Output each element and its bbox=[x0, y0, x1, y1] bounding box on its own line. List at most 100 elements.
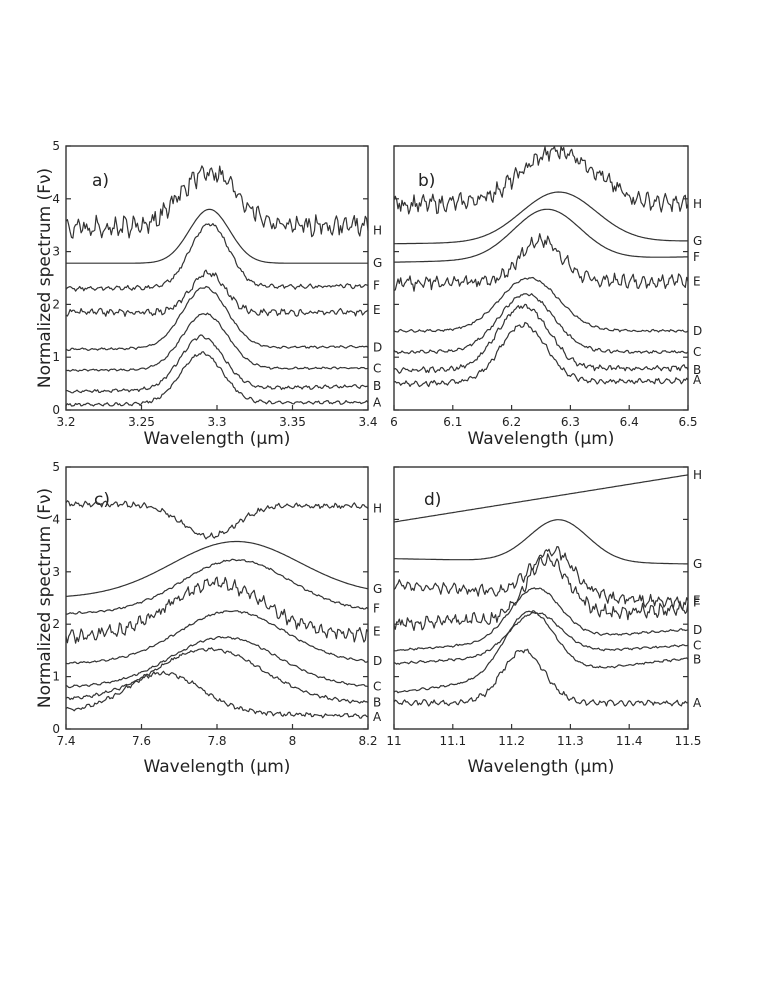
panel-d-curve-label-C: C bbox=[693, 638, 701, 652]
panel-d: d) Wavelength (μm) 11 11.1 11.2 11.3 11.4 11.… bbox=[386, 466, 702, 777]
panel-c-ytick-label: 5 bbox=[52, 460, 60, 474]
panel-d-spectrum-H bbox=[393, 474, 689, 523]
panel-c-spectrum-A bbox=[65, 670, 369, 719]
panel-c-xtick-label: 7.8 bbox=[207, 734, 226, 748]
panel-c-spectrum-C bbox=[65, 636, 369, 689]
panel-c-spectrum-B bbox=[65, 647, 369, 704]
panel-a-ytick-label: 4 bbox=[52, 192, 60, 206]
panel-d-curve-label-D: D bbox=[693, 623, 702, 637]
panel-b-spectrum-C bbox=[393, 293, 689, 355]
panel-a-xlabel: Wavelength (μm) bbox=[144, 429, 291, 449]
panel-b-xtick-label: 6.3 bbox=[561, 415, 580, 429]
panel-a-xtick-label: 3.2 bbox=[56, 415, 75, 429]
panel-a-ytick-label: 2 bbox=[52, 297, 60, 311]
panel-d-xtick-label: 11 bbox=[386, 734, 401, 748]
panel-d-curve-label-A: A bbox=[693, 696, 702, 710]
panel-b-spectrum-H bbox=[393, 145, 689, 215]
panel-b-spectrum-G bbox=[394, 191, 688, 245]
panel-c-curve-label-C: C bbox=[373, 680, 381, 694]
panel-a-ytick-label: 3 bbox=[52, 245, 60, 259]
panel-c-spectrum-G bbox=[65, 540, 369, 597]
panel-a-ytick-label: 1 bbox=[52, 350, 60, 364]
panel-a-xtick-label: 3.4 bbox=[358, 415, 377, 429]
panel-a-xtick-label: 3.25 bbox=[128, 415, 155, 429]
panel-c-spectrum-H bbox=[65, 500, 369, 540]
panel-c-curve-label-H: H bbox=[373, 502, 382, 516]
panel-d-curve-label-E: E bbox=[693, 594, 701, 608]
panel-d-spectrum-A bbox=[393, 648, 688, 707]
panel-c-curve-label-B: B bbox=[373, 695, 381, 709]
panel-a-curve-label-F: F bbox=[373, 278, 380, 292]
panel-b: b) Wavelength (μm) 6 6.1 6.2 6.3 6.4 6.5 ABCD… bbox=[390, 145, 702, 449]
panel-a-curve-label-C: C bbox=[373, 361, 381, 375]
panel-a-xtick-label: 3.3 bbox=[207, 415, 226, 429]
panel-b-ticks: 6 6.1 6.2 6.3 6.4 6.5 bbox=[390, 145, 698, 429]
panel-d-curve-label-B: B bbox=[693, 652, 701, 666]
panel-b-label: b) bbox=[418, 171, 435, 191]
panel-a-curve-label-H: H bbox=[373, 224, 382, 238]
panel-d-spectrum-B bbox=[393, 610, 689, 694]
panel-c-ytick-label: 1 bbox=[52, 670, 60, 684]
panel-b-curve-label-H: H bbox=[693, 197, 702, 211]
panel-a-curve-label-B: B bbox=[373, 379, 381, 393]
panel-d-label: d) bbox=[424, 490, 441, 510]
panel-a-ytick-label: 5 bbox=[52, 139, 60, 153]
panel-c-curve-label-F: F bbox=[373, 602, 380, 616]
panel-a-spectrum-A bbox=[65, 351, 369, 407]
panel-d-frame bbox=[393, 466, 689, 730]
panel-c-ylabel: Normalized spectrum (Fν) bbox=[35, 488, 55, 708]
panel-a-label: a) bbox=[92, 171, 109, 191]
panel-c-xtick-label: 7.6 bbox=[132, 734, 151, 748]
panel-d-xlabel: Wavelength (μm) bbox=[468, 757, 615, 777]
panel-d-curve-label-H: H bbox=[693, 468, 702, 482]
panel-b-spectrum-B bbox=[393, 303, 689, 374]
panel-c-ticks: 7.4 7.6 7.8 8 8.2 0 1 2 3 4 5 bbox=[52, 460, 377, 748]
panel-b-frame bbox=[393, 145, 689, 411]
panel-a: a) Wavelength (μm) 3.2 3.25 3.3 3.35 3.4 0 1 2 3… bbox=[52, 139, 382, 449]
panel-b-spectrum-D bbox=[393, 276, 689, 333]
panel-a-spectrum-H bbox=[65, 165, 369, 239]
panel-d-xtick-label: 11.1 bbox=[439, 734, 466, 748]
panel-b-xtick-label: 6.5 bbox=[678, 415, 697, 429]
panel-a-xtick-label: 3.35 bbox=[279, 415, 306, 429]
panel-a-spectrum-B bbox=[65, 334, 369, 394]
panel-c-curve-label-D: D bbox=[373, 654, 382, 668]
panel-b-curve-label-A: A bbox=[693, 373, 702, 387]
panel-d-ticks: 11 11.1 11.2 11.3 11.4 11.5 bbox=[386, 466, 702, 748]
panel-c-xtick-label: 8 bbox=[289, 734, 297, 748]
panel-c-xlabel: Wavelength (μm) bbox=[144, 757, 291, 777]
panel-b-spectrum-F bbox=[393, 208, 688, 263]
panel-b-curve-label-G: G bbox=[693, 234, 702, 248]
panel-c-curve-label-G: G bbox=[373, 582, 382, 596]
panel-c: c) Wavelength (μm) 7.4 7.6 7.8 8 8.2 0 1 2 3 4 5 A… bbox=[52, 460, 382, 777]
panel-c-spectrum-F bbox=[66, 558, 369, 615]
panel-b-curve-label-D: D bbox=[693, 324, 702, 338]
panel-b-xlabel: Wavelength (μm) bbox=[468, 429, 615, 449]
panel-b-xtick-label: 6.4 bbox=[620, 415, 639, 429]
panel-d-xtick-label: 11.5 bbox=[675, 734, 702, 748]
panel-b-spectrum-E bbox=[393, 233, 689, 292]
panel-d-spectrum-D bbox=[393, 587, 689, 652]
panel-c-spectrum-D bbox=[65, 610, 369, 665]
panel-a-ylabel: Normalized spectrum (Fν) bbox=[35, 168, 55, 388]
panel-a-curve-label-D: D bbox=[373, 340, 382, 354]
panel-b-curve-label-E: E bbox=[693, 274, 701, 288]
panel-c-ytick-label: 3 bbox=[52, 565, 60, 579]
panel-c-ytick-label: 2 bbox=[52, 617, 60, 631]
panel-d-xtick-label: 11.4 bbox=[616, 734, 643, 748]
panel-c-spectrum-E bbox=[65, 576, 369, 644]
panel-a-spectrum-D bbox=[65, 285, 369, 352]
panel-b-xtick-label: 6.1 bbox=[443, 415, 462, 429]
panel-c-xtick-label: 8.2 bbox=[358, 734, 377, 748]
panel-d-spectrum-C bbox=[393, 611, 689, 665]
panel-c-curve-label-A: A bbox=[373, 710, 382, 724]
panel-d-xtick-label: 11.2 bbox=[498, 734, 525, 748]
panel-b-curve-label-F: F bbox=[693, 250, 700, 264]
panel-d-spectrum-G bbox=[394, 519, 688, 565]
panel-b-curve-label-B: B bbox=[693, 363, 701, 377]
panel-a-ytick-label: 0 bbox=[52, 403, 60, 417]
panel-d-spectrum-F bbox=[393, 553, 689, 631]
panel-d-curve-label-F: F bbox=[693, 595, 700, 609]
